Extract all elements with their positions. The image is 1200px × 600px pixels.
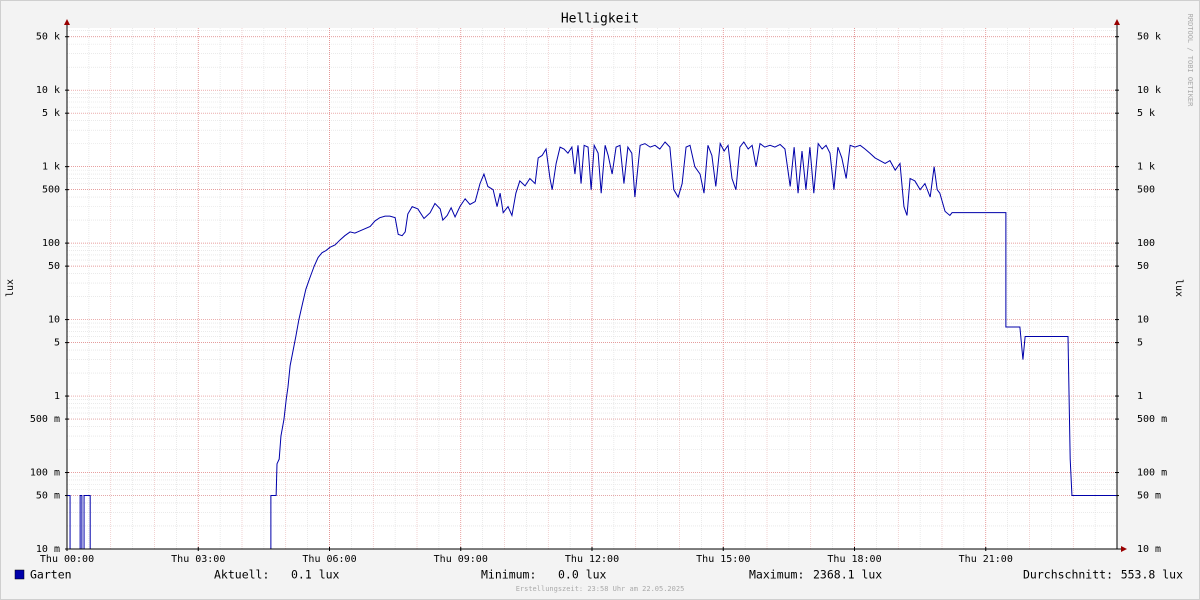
legend-label: Garten <box>30 568 72 582</box>
x-tick-label: Thu 21:00 <box>959 554 1013 565</box>
y2-tick-label: 5 <box>1137 338 1143 349</box>
stat-value: 0.1 lux <box>291 568 340 582</box>
watermark: RRDTOOL / TOBI OETIKER <box>1186 14 1194 108</box>
y2-tick-label: 5 k <box>1137 108 1155 119</box>
grid <box>66 28 1117 550</box>
y2-arrow <box>1114 19 1120 25</box>
y-tick-label: 100 m <box>30 468 60 479</box>
lines <box>67 141 1117 550</box>
y-tick-label: 5 <box>54 338 60 349</box>
y-tick-label: 10 k <box>36 85 60 96</box>
y2-tick-label: 10 <box>1137 315 1149 326</box>
x-tick-label: Thu 03:00 <box>171 554 225 565</box>
x-tick-label: Thu 12:00 <box>565 554 619 565</box>
y2-tick-label: 500 m <box>1137 414 1167 425</box>
stat-value: 0.0 lux <box>558 568 607 582</box>
y2-tick-label: 10 k <box>1137 85 1161 96</box>
y2-tick-label: 10 m <box>1137 544 1161 555</box>
y-tick-label: 50 k <box>36 32 60 43</box>
y-axis-label: lux <box>5 279 16 297</box>
y-tick-label: 10 <box>48 315 60 326</box>
stat-label: Maximum: <box>749 568 804 582</box>
stat-label: Durchschnitt: <box>1023 568 1113 582</box>
y-tick-label: 100 <box>42 238 60 249</box>
chart-title: Helligkeit <box>561 12 639 27</box>
y2-tick-label: 1 <box>1137 391 1143 402</box>
y2-tick-label: 50 k <box>1137 32 1161 43</box>
stat-label: Minimum: <box>481 568 536 582</box>
y-tick-label: 50 <box>48 261 60 272</box>
y2-tick-label: 1 k <box>1137 162 1155 173</box>
y2-tick-label: 100 m <box>1137 468 1167 479</box>
series-line <box>67 141 1117 550</box>
y-tick-label: 5 k <box>42 108 60 119</box>
x-tick-label: Thu 00:00 <box>40 554 94 565</box>
x-tick-label: Thu 15:00 <box>696 554 750 565</box>
y2-tick-label: 500 <box>1137 185 1155 196</box>
stat-value: 2368.1 lux <box>813 568 882 582</box>
stat-value: 553.8 lux <box>1121 568 1183 582</box>
y-tick-label: 500 m <box>30 414 60 425</box>
y2-axis-label: lux <box>1173 279 1184 297</box>
y-arrow <box>64 19 70 25</box>
y2-tick-label: 50 <box>1137 261 1149 272</box>
x-arrow <box>1121 546 1127 552</box>
footer: Erstellungszeit: 23:58 Uhr am 22.05.2025 <box>516 585 685 593</box>
y-tick-label: 10 m <box>36 544 60 555</box>
x-tick-label: Thu 09:00 <box>434 554 488 565</box>
y-tick-label: 1 k <box>42 162 60 173</box>
x-tick-label: Thu 06:00 <box>302 554 356 565</box>
y2-tick-label: 100 <box>1137 238 1155 249</box>
legend-swatch <box>14 569 25 580</box>
stat-label: Aktuell: <box>214 568 269 582</box>
y-tick-label: 1 <box>54 391 60 402</box>
y2-tick-label: 50 m <box>1137 491 1161 502</box>
x-tick-label: Thu 18:00 <box>827 554 881 565</box>
y-tick-label: 500 <box>42 185 60 196</box>
y-tick-label: 50 m <box>36 491 60 502</box>
